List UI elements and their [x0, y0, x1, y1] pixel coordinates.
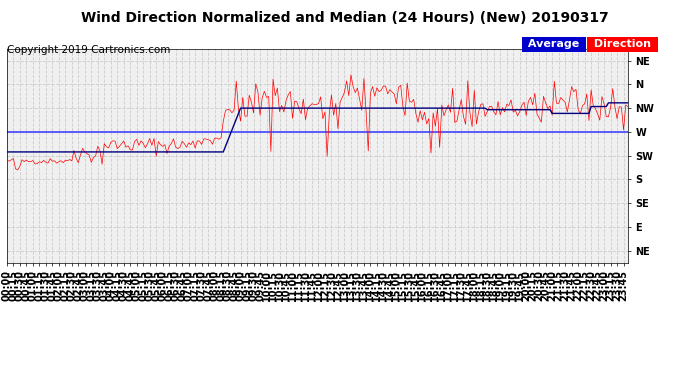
Text: Copyright 2019 Cartronics.com: Copyright 2019 Cartronics.com: [7, 45, 170, 55]
Text: Direction: Direction: [590, 39, 655, 50]
Text: Average: Average: [524, 39, 584, 50]
Text: Wind Direction Normalized and Median (24 Hours) (New) 20190317: Wind Direction Normalized and Median (24…: [81, 11, 609, 25]
